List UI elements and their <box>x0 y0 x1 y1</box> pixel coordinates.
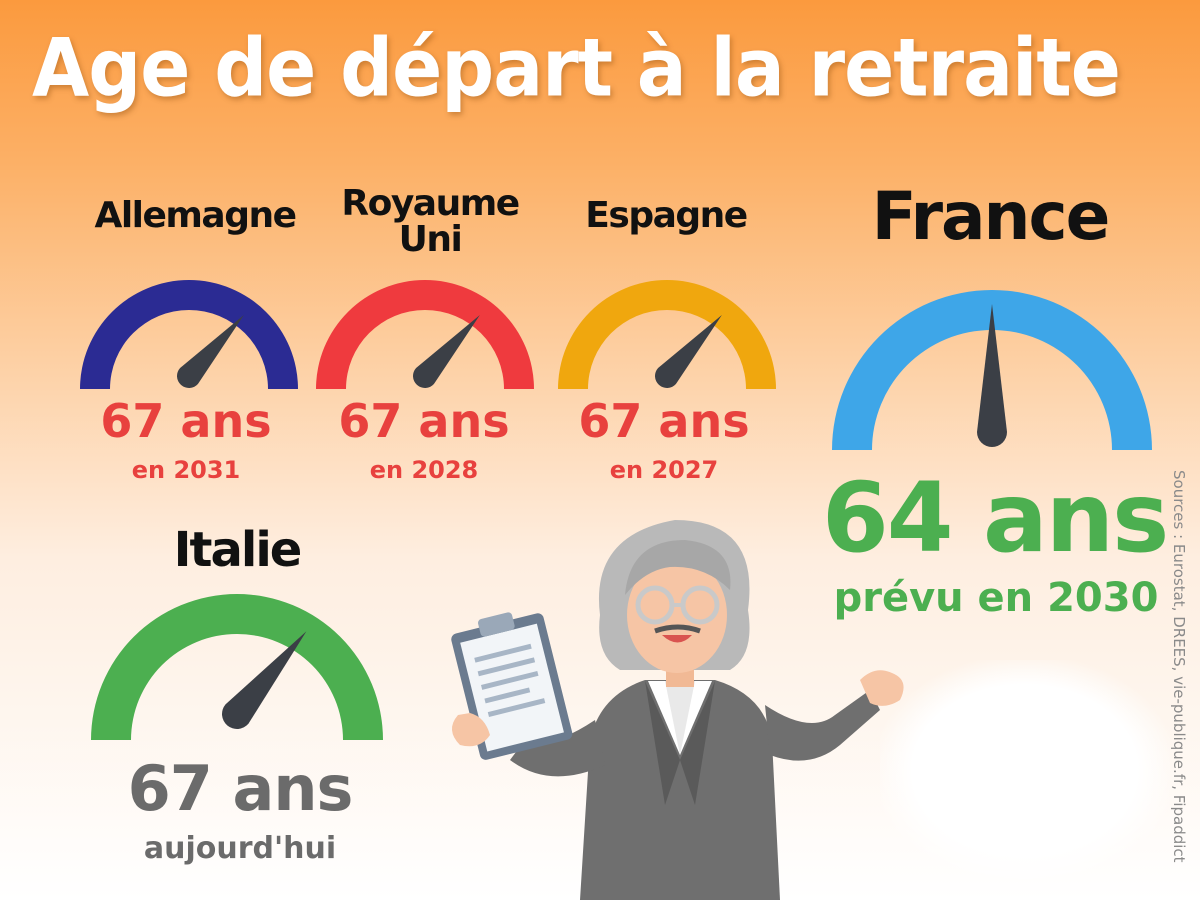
gauge-royaume-uni <box>316 280 534 389</box>
gauge-needle-espagne <box>655 315 722 388</box>
left-arm <box>510 720 605 777</box>
gauge-arc-italie <box>91 594 383 740</box>
gauge-arc-france <box>832 290 1152 450</box>
gauge-allemagne <box>80 280 298 389</box>
jacket <box>580 680 780 900</box>
white-overlay <box>880 660 1170 880</box>
age-france: 64 ans <box>822 462 1169 574</box>
gauge-needle-france <box>977 304 1007 447</box>
country-name-italie: Italie <box>173 522 303 578</box>
age-allemagne: 67 ans <box>100 394 272 448</box>
left-hand <box>451 713 490 747</box>
right-arm <box>765 690 880 761</box>
retiree-illustration <box>451 520 904 900</box>
country-name-espagne: Espagne <box>585 195 748 236</box>
age-espagne: 67 ans <box>578 394 750 448</box>
gauge-arc-royaume-uni <box>316 280 534 389</box>
gauge-arc-espagne <box>558 280 776 389</box>
gauge-needle-italie <box>222 631 307 729</box>
year-espagne: en 2027 <box>609 456 719 484</box>
year-italie: aujourd'hui <box>143 831 337 866</box>
country-name-royaume-uni: Royaume Uni <box>341 183 520 260</box>
year-france: prévu en 2030 <box>833 575 1159 621</box>
page-title: Age de départ à la retraite <box>32 22 1121 115</box>
gauge-espagne <box>558 280 776 389</box>
gauge-arc-allemagne <box>80 280 298 389</box>
country-name-france: France <box>871 178 1111 255</box>
year-royaume-uni: en 2028 <box>369 456 479 484</box>
sources-note: Sources : Eurostat, DREES, vie-publique.… <box>1170 470 1188 863</box>
glasses-icon <box>635 585 720 625</box>
gauge-needle-allemagne <box>177 315 244 388</box>
gauge-needle-royaume-uni <box>413 315 480 388</box>
mouth <box>662 635 692 643</box>
year-allemagne: en 2031 <box>131 456 241 484</box>
age-royaume-uni: 67 ans <box>338 394 510 448</box>
gauge-italie <box>91 594 383 740</box>
gauge-france <box>832 290 1152 450</box>
age-italie: 67 ans <box>127 752 354 825</box>
country-name-allemagne: Allemagne <box>94 195 297 236</box>
